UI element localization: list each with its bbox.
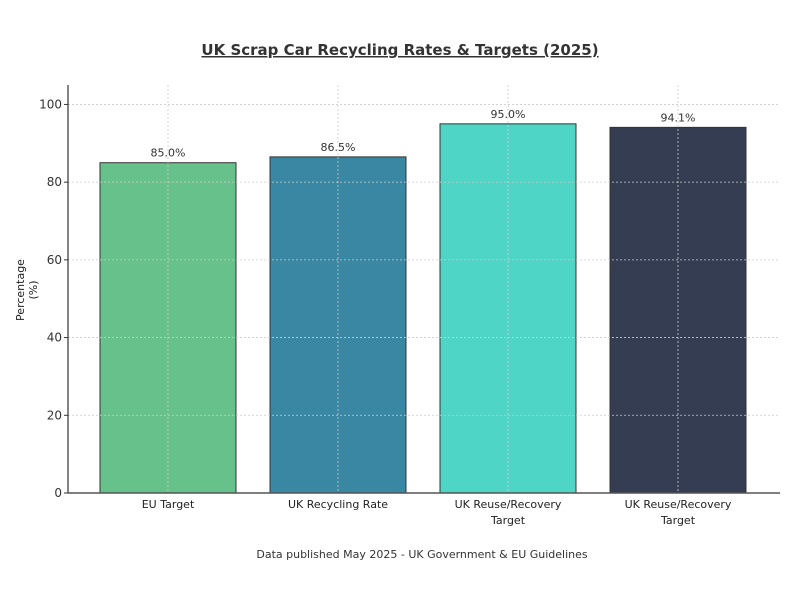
bars: 85.0% 86.5%95.0% 94.1% — [99, 108, 747, 494]
y-tick-label: 100 — [39, 97, 62, 111]
x-tick-label: UK Recycling Rate — [288, 498, 388, 511]
y-tick-label: 80 — [47, 175, 62, 189]
x-tick-label: EU Target — [142, 498, 195, 511]
y-axis-label: Percentage(%) — [14, 259, 40, 321]
bar — [99, 162, 237, 494]
chart-title: UK Scrap Car Recycling Rates & Targets (… — [201, 41, 598, 59]
axes: 0 20 40 60 80 100 EU Target UK Recycling Rate UK… — [39, 85, 780, 527]
y-tick-label: 0 — [54, 486, 62, 500]
y-tick-label: 60 — [47, 253, 62, 267]
bar — [269, 156, 407, 494]
x-tick-label: UK Reuse/Recovery Target — [625, 498, 732, 527]
y-tick-label: 20 — [47, 408, 62, 422]
y-tick-label: 40 — [47, 331, 62, 345]
data-label: 86.5% — [321, 141, 356, 154]
footnote: Data published May 2025 - UK Government … — [256, 548, 588, 561]
gridlines — [68, 85, 780, 493]
x-tick-label: UK Reuse/Recovery Target — [455, 498, 562, 527]
